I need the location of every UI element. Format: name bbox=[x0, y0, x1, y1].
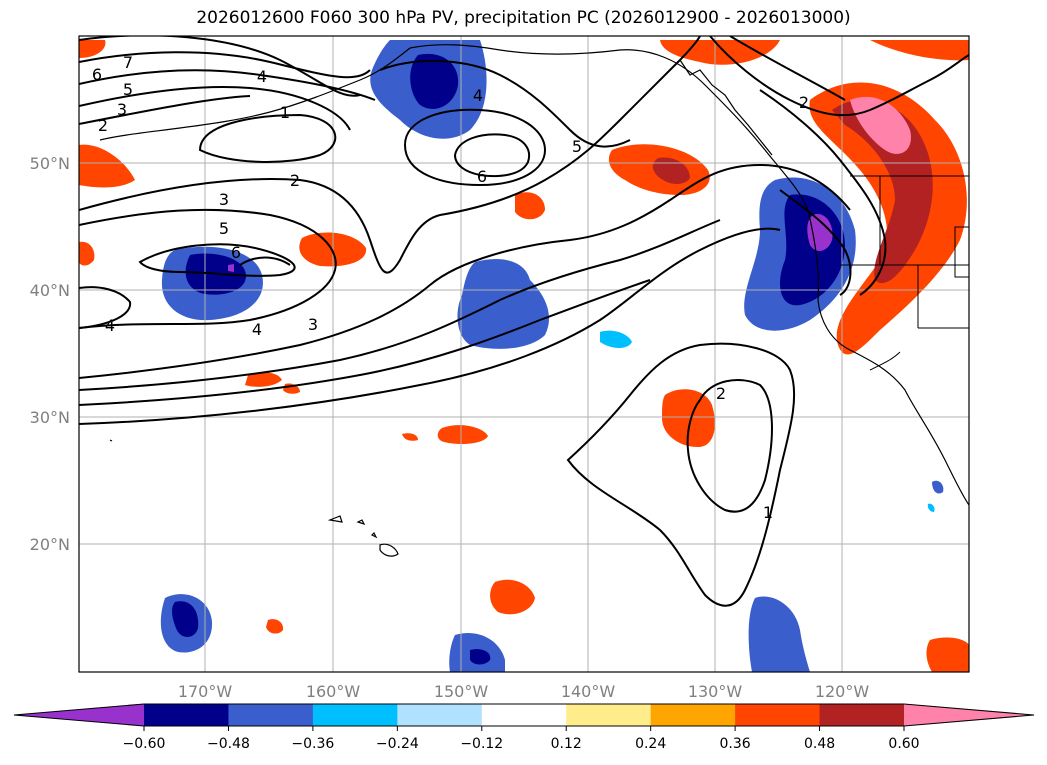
lon-label-160w: 160°W bbox=[306, 682, 361, 701]
colorbar-segment bbox=[397, 704, 483, 726]
colorbar: −0.60 −0.48 −0.36 −0.24 −0.12 0.12 0.24 0.36 0.4… bbox=[13, 703, 1035, 752]
map-frame bbox=[78, 35, 970, 673]
precip-positive-scattered bbox=[79, 40, 969, 672]
precip-positive-coast bbox=[660, 40, 969, 355]
pv-label-7: 7 bbox=[123, 53, 133, 72]
colorbar-tick-label: −0.24 bbox=[376, 736, 419, 752]
map-title: 2026012600 F060 300 hPa PV, precipitatio… bbox=[196, 8, 851, 28]
lat-label-50n: 50°N bbox=[30, 154, 70, 173]
pv-label-6b: 6 bbox=[477, 167, 487, 186]
gridlines bbox=[79, 36, 969, 672]
colorbar-segment bbox=[481, 704, 567, 726]
lon-label-140w: 140°W bbox=[561, 682, 616, 701]
colorbar-tick-label: 0.12 bbox=[551, 736, 582, 752]
colorbar-segment bbox=[819, 704, 905, 726]
colorbar-tick-label: 0.60 bbox=[888, 736, 919, 752]
pv-label-3c: 3 bbox=[308, 315, 318, 334]
colorbar-segment bbox=[650, 704, 736, 726]
pv-label-2d: 2 bbox=[716, 384, 726, 403]
pv-label-3a: 3 bbox=[117, 100, 127, 119]
lat-label-30n: 30°N bbox=[30, 408, 70, 427]
pv-label-5a: 5 bbox=[123, 80, 133, 99]
precip-negative-central bbox=[160, 246, 944, 672]
pv-label-3b: 3 bbox=[219, 190, 229, 209]
pv-contour-labels: 7 6 5 4 3 2 1 4 6 2 3 5 6 4 4 3 5 2 2 1 bbox=[92, 53, 809, 522]
colorbar-tick-label: 0.24 bbox=[635, 736, 666, 752]
lon-label-120w: 120°W bbox=[815, 682, 870, 701]
lat-label-40n: 40°N bbox=[30, 281, 70, 300]
colorbar-tick-label: −0.36 bbox=[291, 736, 334, 752]
colorbar-segment bbox=[735, 704, 821, 726]
lat-label-20n: 20°N bbox=[30, 535, 70, 554]
lon-label-170w: 170°W bbox=[178, 682, 233, 701]
lon-label-150w: 150°W bbox=[434, 682, 489, 701]
colorbar-segment bbox=[144, 704, 229, 726]
colorbar-tick-label: −0.48 bbox=[207, 736, 250, 752]
colorbar-extend-high bbox=[904, 704, 1034, 726]
pv-label-2c: 2 bbox=[799, 93, 809, 112]
colorbar-tick-label: −0.12 bbox=[460, 736, 503, 752]
lon-label-130w: 130°W bbox=[688, 682, 743, 701]
pv-label-6c: 6 bbox=[231, 243, 241, 262]
colorbar-tick-label: 0.36 bbox=[720, 736, 751, 752]
colorbar-segment bbox=[312, 704, 398, 726]
pv-label-5b: 5 bbox=[219, 219, 229, 238]
colorbar-tick-label: −0.60 bbox=[123, 736, 166, 752]
precip-regions bbox=[79, 40, 969, 672]
pv-label-4a: 4 bbox=[257, 67, 267, 86]
longitude-labels: 170°W 160°W 150°W 140°W 130°W 120°W bbox=[178, 682, 870, 701]
precip-negative-coast bbox=[744, 177, 856, 331]
pv-contours bbox=[79, 36, 969, 607]
pv-label-1b: 1 bbox=[763, 503, 773, 522]
pv-label-2a: 2 bbox=[98, 116, 108, 135]
pv-label-6a: 6 bbox=[92, 65, 102, 84]
coastlines bbox=[99, 44, 969, 557]
latitude-labels: 50°N 40°N 30°N 20°N bbox=[30, 154, 70, 554]
pv-label-4d: 4 bbox=[252, 320, 262, 339]
pv-label-4c: 4 bbox=[105, 316, 115, 335]
pv-label-2b: 2 bbox=[290, 171, 300, 190]
pv-label-1a: 1 bbox=[280, 103, 290, 122]
map-panel: 7 6 5 4 3 2 1 4 6 2 3 5 6 4 4 3 5 2 2 1 bbox=[78, 35, 970, 673]
colorbar-segment bbox=[566, 704, 652, 726]
pv-label-5c: 5 bbox=[572, 137, 582, 156]
colorbar-segment bbox=[228, 704, 314, 726]
pv-label-4b: 4 bbox=[473, 86, 483, 105]
colorbar-extend-low bbox=[14, 704, 144, 726]
colorbar-tick-label: 0.48 bbox=[804, 736, 835, 752]
